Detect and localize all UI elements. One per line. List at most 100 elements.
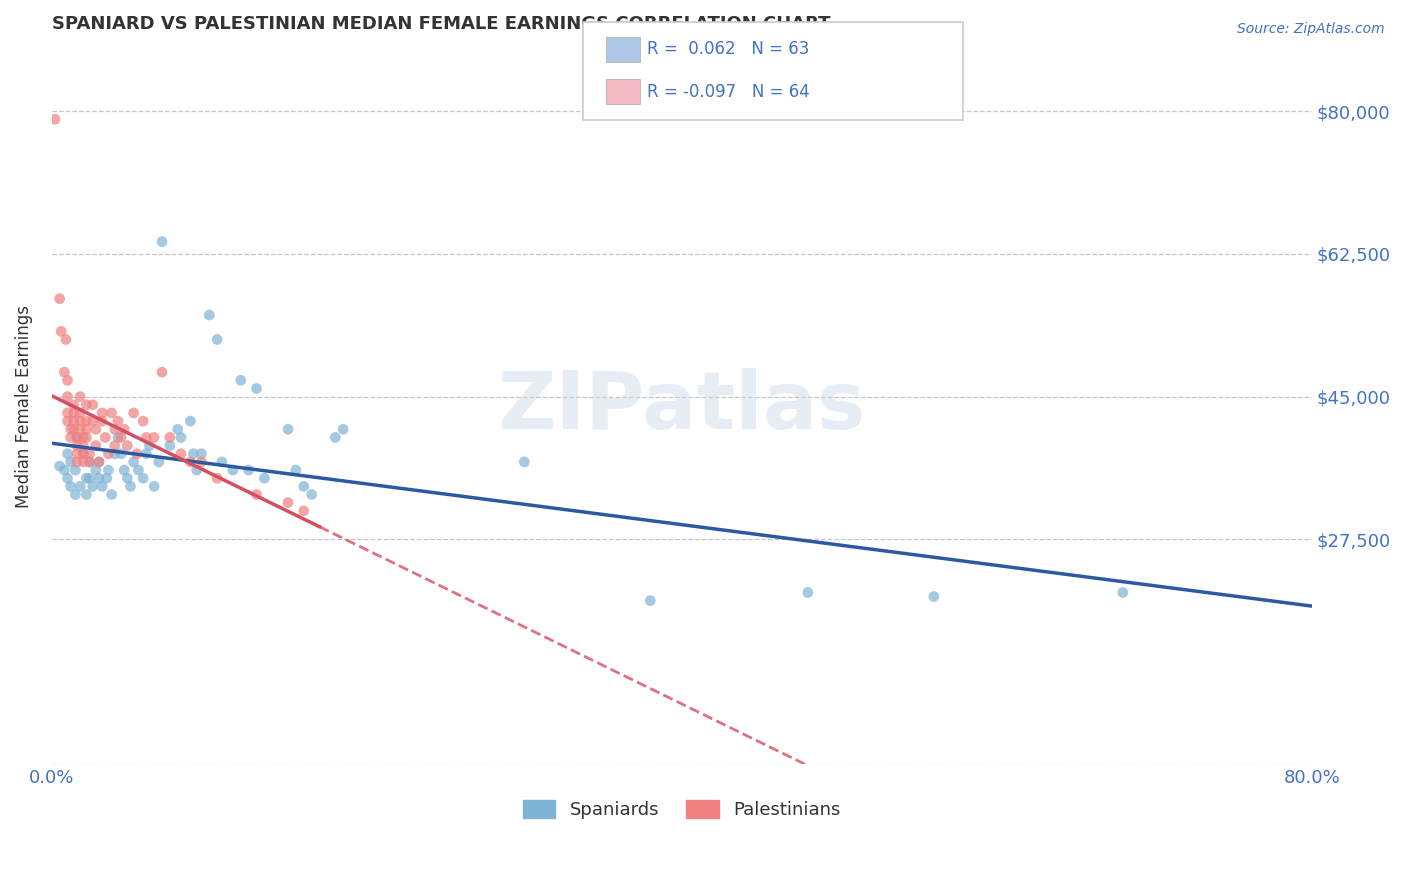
Point [75,422,97,436]
Point [205,471,228,485]
Point [79,455,101,469]
Point [159,430,181,444]
Point [190,447,212,461]
Point [100,406,122,420]
Point [513,455,536,469]
Point [107,414,129,428]
Point [69,422,91,436]
Point [284,463,307,477]
Point [84,439,107,453]
Point [179,455,201,469]
Point [253,471,276,485]
Point [75,430,97,444]
Point [66,430,89,444]
Point [301,487,323,501]
Point [87,455,110,469]
Point [277,422,299,436]
Point [183,447,205,461]
Point [135,430,157,444]
Point [69,479,91,493]
Point [72,447,94,461]
Point [82,479,104,493]
Point [97,447,120,461]
Point [229,373,252,387]
Y-axis label: Median Female Earnings: Median Female Earnings [15,305,32,508]
Point [72,439,94,453]
Point [55,333,77,347]
Point [245,487,267,501]
Point [150,365,173,379]
Point [110,430,132,444]
Point [222,463,245,477]
Point [72,447,94,461]
Point [62,406,84,420]
Point [44,112,66,127]
Point [135,447,157,461]
Point [79,455,101,469]
Point [65,463,87,477]
Point [48,458,70,473]
Text: ZIPatlas: ZIPatlas [498,368,866,446]
Point [110,447,132,461]
Point [79,447,101,461]
Point [125,447,148,461]
Point [166,422,188,436]
Point [59,455,82,469]
Point [117,471,139,485]
Point [94,430,117,444]
Point [69,390,91,404]
Point [62,414,84,428]
Point [82,414,104,428]
Point [56,406,79,420]
Point [59,422,82,436]
Point [91,479,114,493]
Point [56,414,79,428]
Point [79,471,101,485]
Point [62,422,84,436]
Point [117,439,139,453]
Point [170,430,193,444]
Point [170,447,193,461]
Point [104,447,127,461]
Point [75,471,97,485]
Point [132,414,155,428]
Point [82,398,104,412]
Point [75,414,97,428]
Point [87,455,110,469]
Point [127,463,149,477]
Point [120,479,142,493]
Point [75,487,97,501]
Point [56,390,79,404]
Point [62,398,84,412]
Point [107,430,129,444]
Point [56,471,79,485]
Point [48,292,70,306]
Point [59,479,82,493]
Point [96,471,118,485]
Point [91,406,114,420]
Point [104,422,127,436]
Point [65,487,87,501]
Point [53,463,76,477]
Point [138,439,160,453]
Point [84,422,107,436]
Point [66,439,89,453]
Point [277,496,299,510]
Point [59,430,82,444]
Text: R =  0.062   N = 63: R = 0.062 N = 63 [647,40,808,58]
Point [323,430,346,444]
Point [72,430,94,444]
Point [66,447,89,461]
Point [122,455,145,469]
Point [159,439,181,453]
Point [797,585,820,599]
Point [150,235,173,249]
Point [100,487,122,501]
Text: SPANIARD VS PALESTINIAN MEDIAN FEMALE EARNINGS CORRELATION CHART: SPANIARD VS PALESTINIAN MEDIAN FEMALE EA… [52,15,831,33]
Point [51,324,73,338]
Point [238,463,260,477]
Point [148,455,170,469]
Point [1112,585,1135,599]
Point [69,406,91,420]
Point [922,590,945,604]
